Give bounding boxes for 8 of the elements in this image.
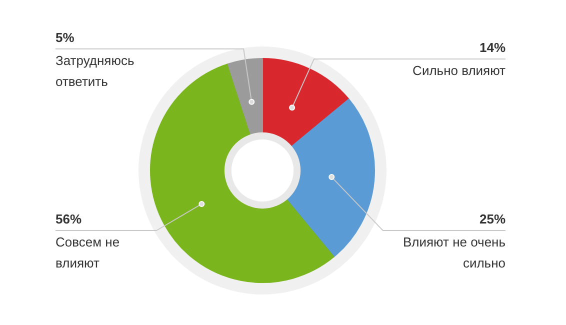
slice-label: Затрудняюсь ответить — [56, 52, 134, 89]
data-label: 5% — [56, 30, 75, 45]
slice-label: Совсем не влияют — [56, 234, 120, 270]
data-label: 14% — [479, 40, 506, 56]
data-label: 25% — [479, 212, 506, 226]
slice-label: Сильно влияют — [412, 63, 506, 78]
data-label: 56% — [56, 212, 82, 226]
slice-label: Влияют не очень сильно — [402, 234, 506, 270]
